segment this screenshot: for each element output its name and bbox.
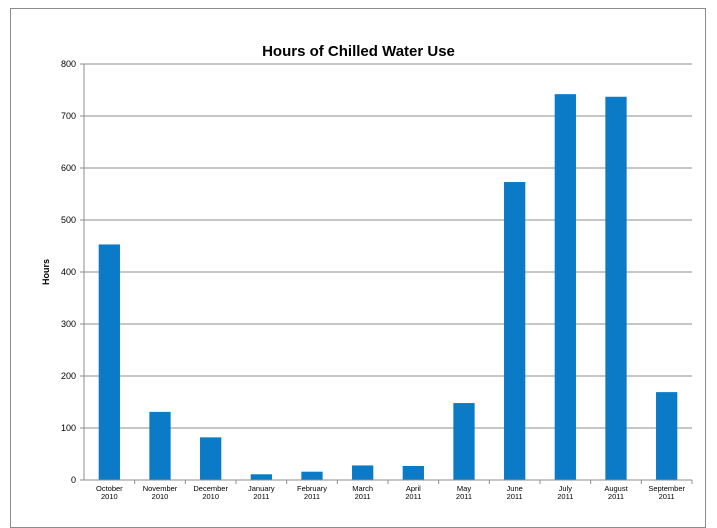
x-axis-categories: October 2010 November 2010 December 2010 Janua… [96,480,693,501]
x-category-label: December 2010 [193,484,228,501]
gridlines [84,63,692,429]
bar [605,96,627,480]
bar [149,411,171,480]
x-category-label: February 2011 [297,484,327,501]
x-category-label: April 2011 [405,484,421,501]
bar [402,465,424,480]
bar-chart: 0 100 200 300 400 500 600 700 800 October 2010 Nov… [41,59,693,501]
y-tick-label: 500 [61,215,76,225]
bars [98,94,678,481]
x-category-label: September 2011 [648,484,685,501]
y-tick-label: 300 [61,319,76,329]
bar [98,244,120,480]
y-tick-label: 800 [61,59,76,69]
x-category-label: July 2011 [557,484,573,501]
x-category-label: May 2011 [456,484,472,501]
x-category-label: June 2011 [507,484,523,501]
x-category-label: January 2011 [248,484,275,501]
y-tick-label: 700 [61,111,76,121]
chart-title: Hours of Chilled Water Use [262,43,455,60]
bar [656,392,678,480]
y-axis-title: Hours [41,259,51,285]
x-category-label: March 2011 [352,484,373,501]
bar [352,465,374,480]
y-tick-label: 600 [61,163,76,173]
x-category-label: November 2010 [143,484,178,501]
chart-frame [10,8,706,528]
y-tick-label: 400 [61,267,76,277]
bar [554,94,576,480]
y-axis-ticks: 0 100 200 300 400 500 600 700 800 [61,59,84,485]
bar [504,182,526,481]
bar [200,437,222,480]
y-tick-label: 0 [71,475,76,485]
bar [453,403,475,480]
y-tick-label: 100 [61,423,76,433]
x-category-label: August 2011 [604,484,628,501]
x-category-label: October 2010 [96,484,123,501]
y-tick-label: 200 [61,371,76,381]
bar [250,474,272,480]
bar [301,471,323,480]
